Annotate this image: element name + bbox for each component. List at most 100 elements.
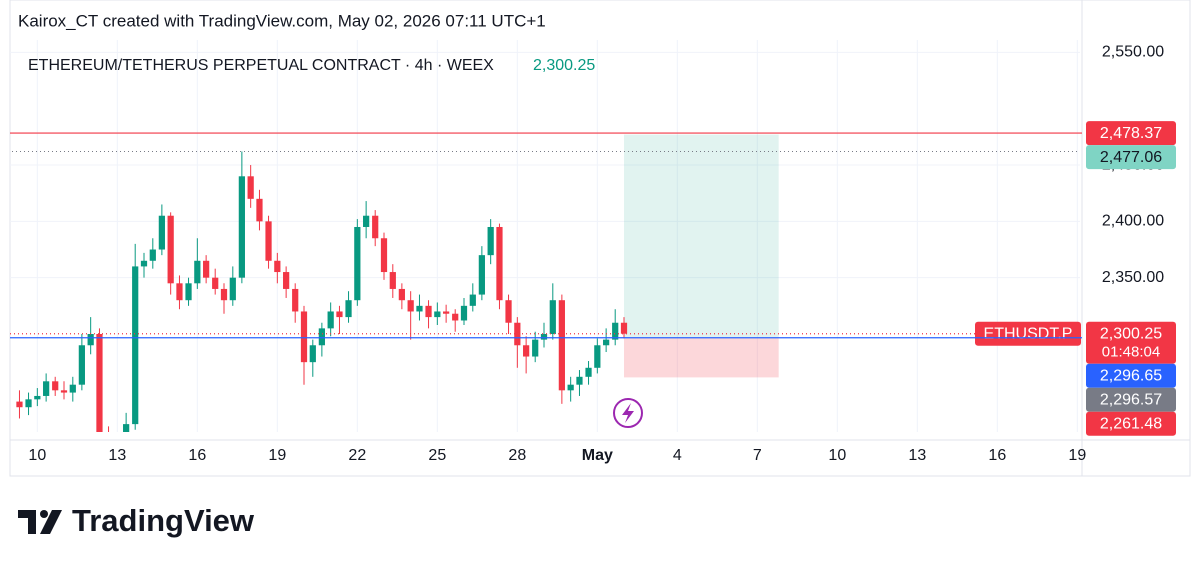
candle-body	[194, 260, 201, 284]
candle-body	[256, 198, 263, 222]
candle-body	[114, 441, 120, 447]
candle-body	[203, 260, 210, 278]
candle-body	[167, 215, 174, 284]
candle-body	[460, 305, 468, 321]
y-tick-label: 2,400.00	[1102, 213, 1164, 230]
symbol-label: ETHUSDT.P	[984, 325, 1073, 342]
candle-body	[158, 215, 165, 250]
candle-body	[105, 435, 111, 446]
price-tag	[1086, 363, 1176, 388]
countdown: 01:48:04	[1102, 344, 1160, 361]
candle-body	[309, 345, 316, 363]
price-tag	[1086, 321, 1176, 364]
candle-body	[96, 334, 103, 432]
symbol-tag	[975, 321, 1081, 346]
candle-body	[380, 238, 388, 273]
x-tick-label: 13	[908, 447, 926, 464]
x-tick-label: 28	[508, 447, 526, 464]
candle-body	[443, 311, 450, 314]
candle-body	[576, 376, 583, 385]
last-price: 2,300.25	[533, 57, 595, 74]
candle-body	[496, 226, 503, 301]
frame	[9, 0, 1191, 477]
price-tag	[1086, 121, 1176, 146]
price-tag	[1086, 145, 1176, 170]
candle-body	[123, 424, 130, 432]
candle-body	[558, 300, 565, 391]
event-bolt	[622, 403, 634, 423]
candle-body	[603, 339, 610, 346]
logo-icon	[18, 510, 62, 534]
candle-body	[594, 345, 601, 368]
y-tick-label: 2,550.00	[1102, 44, 1164, 61]
candle-body	[585, 367, 592, 377]
x-tick-label: 19	[268, 447, 286, 464]
candle-body	[292, 288, 299, 312]
candle-body	[283, 272, 290, 289]
candle-body	[389, 272, 396, 289]
x-tick-label: 7	[753, 447, 762, 464]
candle-body	[238, 176, 245, 278]
candle-body	[176, 283, 183, 301]
candle-body	[532, 339, 539, 357]
price-tag-label: 2,261.48	[1100, 415, 1162, 432]
x-tick-label: 22	[348, 447, 366, 464]
candle-body	[34, 395, 41, 400]
price-tag-label: 2,478.37	[1100, 125, 1162, 142]
candle-body	[247, 176, 254, 199]
x-tick-label: 19	[1068, 447, 1086, 464]
candle-body	[523, 345, 530, 357]
x-tick-label: 16	[188, 447, 206, 464]
candle-body	[612, 322, 619, 340]
candle-body	[354, 226, 361, 301]
candle-body	[132, 266, 139, 425]
price-tag-label: 2,300.25	[1100, 325, 1162, 342]
candle-body	[425, 305, 432, 318]
candle-body	[620, 322, 628, 334]
logo: TradingView	[18, 503, 255, 538]
candle-body	[185, 283, 192, 301]
candle-body	[149, 249, 156, 261]
candle-body	[300, 311, 308, 363]
candle-body	[567, 384, 574, 391]
x-tick-label: May	[582, 447, 613, 464]
logo-dot	[40, 510, 48, 518]
x-tick-label: 13	[108, 447, 126, 464]
attribution: Kairox_CT created with TradingView.com, …	[18, 11, 546, 30]
candle-body	[69, 384, 76, 393]
candle-body	[398, 288, 405, 301]
candle-body	[327, 311, 334, 329]
brand: TradingView	[72, 503, 255, 538]
candle-body	[265, 221, 272, 261]
candle-body	[25, 399, 32, 408]
candle-body	[452, 313, 459, 321]
x-tick-label: 10	[28, 447, 46, 464]
candle-body	[318, 328, 325, 346]
candle-body	[363, 215, 370, 227]
candle-body	[540, 334, 548, 340]
candle-body	[416, 305, 423, 312]
candle-body	[487, 226, 494, 256]
x-tick-label: 10	[828, 447, 846, 464]
candle-body	[60, 390, 68, 393]
candle-body	[274, 260, 281, 273]
candle-body	[140, 260, 148, 267]
candle-body	[229, 277, 236, 301]
candle-body	[43, 381, 50, 396]
x-tick-label: 16	[988, 447, 1006, 464]
x-tick-label: 4	[673, 447, 682, 464]
chart-title: ETHEREUM/TETHERUS PERPETUAL CONTRACT · 4…	[28, 57, 494, 74]
candle-body	[212, 277, 219, 289]
candle-body	[505, 300, 512, 323]
candle-body	[345, 300, 352, 318]
price-tag	[1086, 411, 1176, 436]
plot	[10, 40, 1080, 447]
candle-body	[478, 255, 485, 295]
x-tick-label: 25	[428, 447, 446, 464]
y-tick-label: 2,350.00	[1102, 269, 1164, 286]
price-tag	[1086, 387, 1176, 412]
candle-body	[372, 215, 379, 239]
price-tag-label: 2,477.06	[1100, 149, 1162, 166]
